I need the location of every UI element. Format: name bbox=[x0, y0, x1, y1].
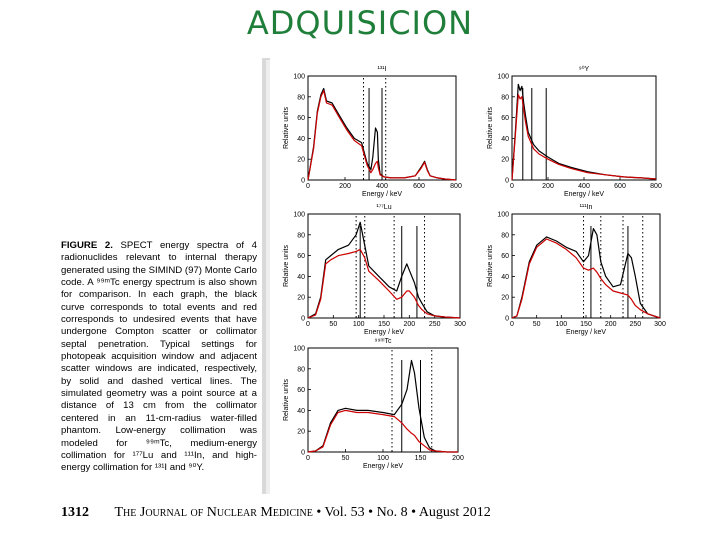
x-tick-label: 100 bbox=[377, 455, 389, 462]
x-tick-label: 300 bbox=[454, 321, 466, 328]
x-tick-label: 200 bbox=[542, 183, 554, 190]
plot-title: ⁹⁹ᵐTc bbox=[374, 338, 392, 345]
y-tick-label: 60 bbox=[501, 253, 509, 260]
y-tick-label: 80 bbox=[297, 94, 305, 101]
total-events-curve bbox=[511, 83, 657, 181]
y-tick-label: 20 bbox=[501, 157, 509, 164]
y-tick-label: 0 bbox=[301, 178, 305, 185]
x-tick-label: 100 bbox=[353, 321, 365, 328]
y-tick-label: 20 bbox=[501, 295, 509, 302]
x-tick-label: 150 bbox=[580, 321, 592, 328]
x-axis-label: Energy / keV bbox=[364, 329, 404, 336]
page-number: 1312 bbox=[61, 505, 89, 520]
y-axis-label: Relative units bbox=[283, 378, 290, 421]
x-tick-label: 0 bbox=[306, 455, 310, 462]
scatter-events-curve bbox=[307, 248, 461, 319]
scatter-events-curve bbox=[307, 89, 457, 181]
plot-title: ⁹⁰Y bbox=[579, 65, 590, 73]
y-tick-label: 0 bbox=[505, 316, 509, 323]
x-tick-label: 100 bbox=[555, 321, 567, 328]
x-tick-label: 600 bbox=[614, 183, 626, 190]
plot-frame bbox=[307, 213, 461, 319]
scatter-events-curve bbox=[511, 94, 657, 181]
y-tick-label: 80 bbox=[501, 94, 509, 101]
y-tick-label: 40 bbox=[297, 274, 305, 281]
y-tick-label: 100 bbox=[497, 74, 509, 81]
x-axis-label: Energy / keV bbox=[362, 191, 402, 198]
slide-title: ADQUISICION bbox=[246, 4, 474, 42]
y-tick-label: 100 bbox=[293, 74, 305, 81]
y-tick-label: 100 bbox=[293, 346, 305, 353]
y-tick-label: 20 bbox=[297, 429, 305, 436]
y-tick-label: 60 bbox=[297, 387, 305, 394]
y-tick-label: 40 bbox=[297, 136, 305, 143]
x-tick-label: 400 bbox=[578, 183, 590, 190]
page-edge bbox=[266, 60, 270, 494]
x-tick-label: 800 bbox=[650, 183, 662, 190]
x-tick-label: 300 bbox=[654, 321, 666, 328]
plot-frame bbox=[307, 347, 459, 453]
plot-title: ¹⁷⁷Lu bbox=[376, 204, 391, 211]
x-tick-label: 50 bbox=[342, 455, 350, 462]
scatter-events-curve bbox=[511, 238, 661, 319]
x-tick-label: 0 bbox=[510, 321, 514, 328]
y-tick-label: 100 bbox=[497, 212, 509, 219]
x-tick-label: 800 bbox=[450, 183, 462, 190]
x-tick-label: 50 bbox=[533, 321, 541, 328]
y-axis-label: Relative units bbox=[487, 106, 494, 149]
x-axis-label: Energy / keV bbox=[363, 463, 403, 470]
x-tick-label: 200 bbox=[452, 455, 464, 462]
y-tick-label: 100 bbox=[293, 212, 305, 219]
x-tick-label: 0 bbox=[510, 183, 514, 190]
x-tick-label: 250 bbox=[629, 321, 641, 328]
x-tick-label: 50 bbox=[329, 321, 337, 328]
y-tick-label: 80 bbox=[297, 366, 305, 373]
y-tick-label: 60 bbox=[297, 115, 305, 122]
y-tick-label: 40 bbox=[501, 136, 509, 143]
plot-frame bbox=[511, 213, 661, 319]
plot-title: ¹¹¹In bbox=[580, 204, 593, 211]
x-tick-label: 150 bbox=[378, 321, 390, 328]
y-tick-label: 20 bbox=[297, 157, 305, 164]
y-tick-label: 60 bbox=[297, 253, 305, 260]
page-footer: 1312 The Journal of Nuclear Medicine • V… bbox=[61, 505, 501, 521]
x-tick-label: 150 bbox=[415, 455, 427, 462]
y-tick-label: 0 bbox=[505, 178, 509, 185]
total-events-curve bbox=[307, 359, 458, 453]
x-tick-label: 400 bbox=[376, 183, 388, 190]
y-axis-label: Relative units bbox=[283, 106, 290, 149]
total-events-curve bbox=[307, 221, 461, 319]
x-tick-label: 250 bbox=[429, 321, 441, 328]
y-tick-label: 40 bbox=[501, 274, 509, 281]
journal-name: The Journal of Nuclear Medicine bbox=[114, 505, 313, 520]
plot-title: ¹³¹I bbox=[378, 66, 387, 73]
x-tick-label: 200 bbox=[339, 183, 351, 190]
y-tick-label: 0 bbox=[301, 316, 305, 323]
total-events-curve bbox=[511, 228, 661, 319]
y-tick-label: 80 bbox=[501, 232, 509, 239]
y-axis-label: Relative units bbox=[487, 244, 494, 287]
figure-label: FIGURE 2. bbox=[61, 240, 113, 251]
x-tick-label: 600 bbox=[413, 183, 425, 190]
y-tick-label: 20 bbox=[297, 295, 305, 302]
y-tick-label: 60 bbox=[501, 115, 509, 122]
figure-caption-text: SPECT energy spectra of 4 radionuclides … bbox=[61, 240, 257, 474]
y-axis-label: Relative units bbox=[283, 244, 290, 287]
figure-caption: FIGURE 2. SPECT energy spectra of 4 radi… bbox=[61, 240, 257, 475]
x-axis-label: Energy / keV bbox=[564, 191, 604, 198]
x-axis-label: Energy / keV bbox=[566, 329, 606, 336]
x-tick-label: 200 bbox=[403, 321, 415, 328]
y-tick-label: 0 bbox=[301, 450, 305, 457]
x-tick-label: 0 bbox=[306, 321, 310, 328]
y-tick-label: 40 bbox=[297, 408, 305, 415]
journal-issue: • Vol. 53 • No. 8 • August 2012 bbox=[316, 505, 491, 520]
x-tick-label: 0 bbox=[306, 183, 310, 190]
x-tick-label: 200 bbox=[605, 321, 617, 328]
plot-frame bbox=[511, 75, 657, 181]
scatter-events-curve bbox=[307, 409, 458, 453]
y-tick-label: 80 bbox=[297, 232, 305, 239]
